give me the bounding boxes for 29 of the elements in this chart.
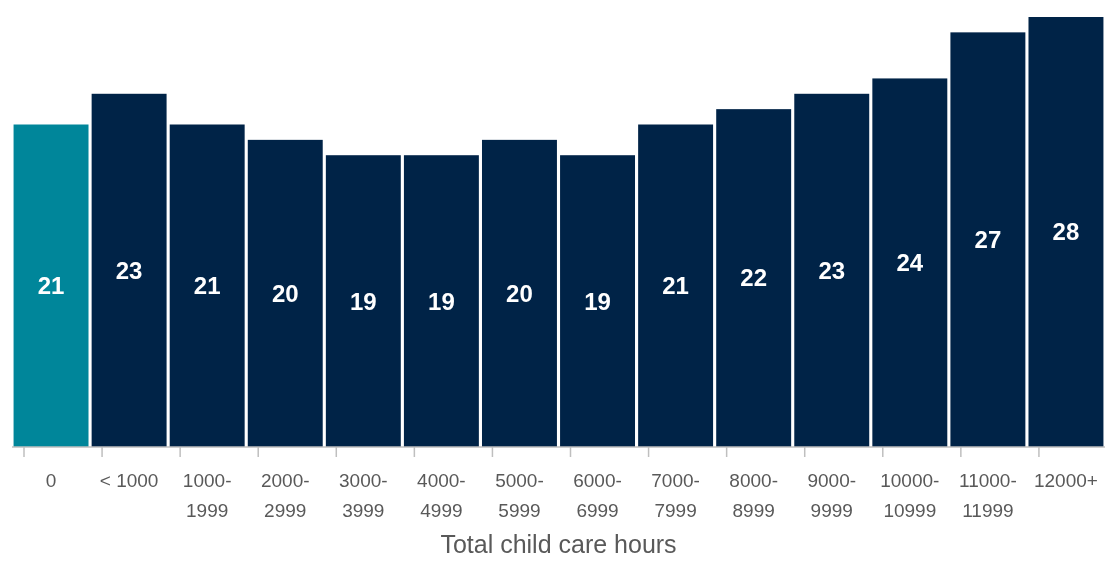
data-label: 27 <box>974 226 1002 254</box>
x-tick-label: 8000-8999 <box>729 470 778 521</box>
data-label: 21 <box>662 272 689 300</box>
x-tick-label: 7000-7999 <box>651 470 700 521</box>
data-label: 20 <box>271 279 299 307</box>
data-label: 21 <box>193 272 221 300</box>
x-tick-label: 6000-6999 <box>573 470 622 521</box>
x-tick-label: 0 <box>45 470 57 491</box>
data-label: 22 <box>740 264 768 292</box>
data-label: 23 <box>818 256 846 284</box>
data-label: 20 <box>506 279 533 307</box>
x-tick-label: < 1000 <box>99 470 159 491</box>
x-tick-label: 11000-11999 <box>959 470 1017 521</box>
data-label: 19 <box>428 287 455 315</box>
x-tick-label: 3000-3999 <box>339 470 388 521</box>
data-label: 24 <box>896 249 924 277</box>
data-label: 21 <box>37 272 65 300</box>
data-label: 28 <box>1052 218 1080 246</box>
x-tick-label: 12000+ <box>1034 470 1098 491</box>
x-tick-label: 9000-9999 <box>807 470 857 521</box>
x-tick-label: 2000-2999 <box>260 470 310 521</box>
data-label: 19 <box>584 287 611 315</box>
x-tick-label: 5000-5999 <box>495 470 544 521</box>
data-label: 23 <box>115 256 143 284</box>
data-label: 19 <box>349 287 377 315</box>
x-tick-label: 10000-10999 <box>880 470 940 521</box>
x-tick-label: 1000-1999 <box>182 470 232 521</box>
x-axis-title: Total child care hours <box>440 530 677 558</box>
x-tick-label: 4000-4999 <box>417 470 466 521</box>
